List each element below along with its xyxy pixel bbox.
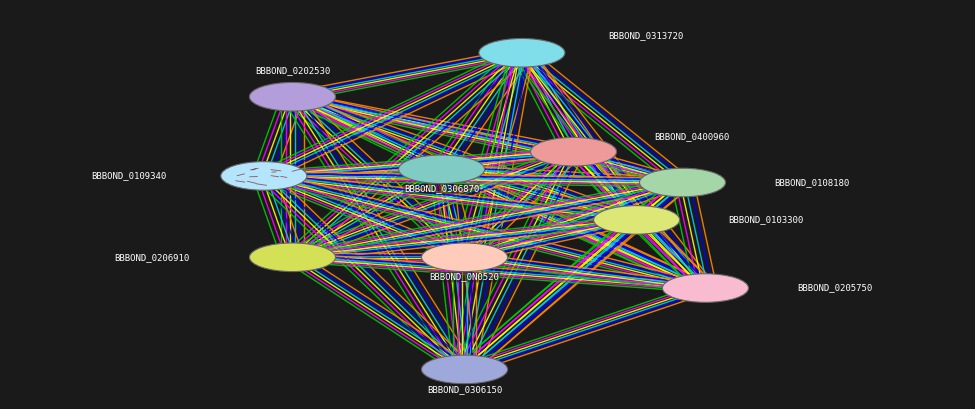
Text: BBBOND_0306870: BBBOND_0306870 [404, 184, 480, 193]
Ellipse shape [220, 162, 307, 190]
Ellipse shape [421, 243, 508, 272]
Text: BBBOND_0400960: BBBOND_0400960 [654, 132, 729, 141]
Text: BBBOND_0313720: BBBOND_0313720 [608, 31, 683, 40]
Ellipse shape [479, 38, 565, 67]
Ellipse shape [594, 206, 680, 234]
Text: BBBOND_0103300: BBBOND_0103300 [728, 216, 803, 225]
Ellipse shape [399, 155, 485, 184]
Text: BBBOND_0109340: BBBOND_0109340 [91, 171, 167, 180]
Text: BBBOND_0202530: BBBOND_0202530 [254, 66, 331, 75]
Ellipse shape [640, 168, 725, 197]
Ellipse shape [250, 243, 335, 272]
Ellipse shape [530, 137, 616, 166]
Text: BBBOND_0108180: BBBOND_0108180 [774, 178, 849, 187]
Text: BBBOND_0205750: BBBOND_0205750 [798, 283, 873, 292]
Text: BBBOND_0N0520: BBBOND_0N0520 [430, 272, 499, 281]
Ellipse shape [662, 274, 749, 302]
Ellipse shape [421, 355, 508, 384]
Ellipse shape [250, 83, 335, 111]
Text: BBBOND_0306150: BBBOND_0306150 [427, 385, 502, 394]
Text: BBBOND_0206910: BBBOND_0206910 [114, 253, 189, 262]
